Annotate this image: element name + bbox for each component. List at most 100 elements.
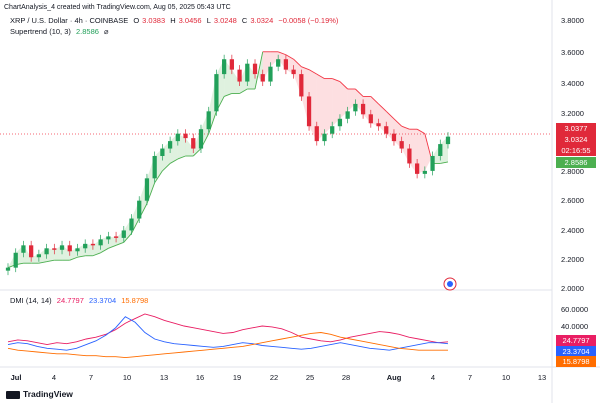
adx-line bbox=[7, 332, 448, 359]
supertrend-segment bbox=[385, 111, 395, 120]
candle-body bbox=[152, 156, 157, 179]
supertrend-band bbox=[332, 78, 340, 127]
candle-body bbox=[90, 243, 96, 246]
y-tick: 3.6000 bbox=[561, 48, 584, 57]
candle-body bbox=[360, 103, 366, 115]
dmi-label: DMI (14, 14) bbox=[10, 296, 52, 305]
candle-body bbox=[276, 59, 281, 67]
symbol-legend[interactable]: XRP / U.S. Dollar · 4h · COINBASE O 3.038… bbox=[10, 16, 341, 25]
supertrend-segment bbox=[316, 73, 325, 79]
candle-body bbox=[306, 96, 312, 127]
close-label: C bbox=[241, 16, 248, 25]
dmi-tag-blue: 23.3704 bbox=[556, 346, 596, 357]
dmi-legend[interactable]: DMI (14, 14) 24.7797 23.3704 15.8798 bbox=[10, 296, 151, 305]
candle-body bbox=[52, 248, 57, 250]
candle-body bbox=[445, 136, 451, 145]
candle-body bbox=[430, 156, 435, 171]
supertrend-segment bbox=[223, 93, 233, 97]
candle-body bbox=[44, 248, 49, 255]
candle-body bbox=[337, 118, 343, 127]
supertrend-segment bbox=[169, 158, 179, 164]
dmi-tag-pink: 24.7797 bbox=[556, 335, 596, 346]
supertrend-segment bbox=[254, 51, 264, 90]
candle-body bbox=[322, 133, 327, 142]
candle-body bbox=[245, 63, 250, 82]
x-tick: 16 bbox=[195, 373, 205, 382]
x-tick: 10 bbox=[501, 373, 511, 382]
candle-body bbox=[291, 69, 296, 75]
price-tag-last: 3.0324 bbox=[556, 134, 596, 145]
y-tick: 2.0000 bbox=[561, 284, 584, 293]
x-tick: 28 bbox=[341, 373, 351, 382]
dmi-minus-value: 23.3704 bbox=[89, 296, 117, 305]
close-value: 3.0324 bbox=[250, 16, 274, 25]
y-tick: 2.2000 bbox=[561, 255, 584, 264]
supertrend-band bbox=[347, 89, 356, 112]
candle-body bbox=[376, 123, 381, 127]
dmi-tag-orange: 15.8798 bbox=[556, 356, 596, 367]
y-tick: 2.4000 bbox=[561, 226, 584, 235]
supertrend-band bbox=[417, 129, 425, 174]
candle-body bbox=[384, 126, 389, 134]
x-tick: 25 bbox=[305, 373, 315, 382]
supertrend-segment bbox=[370, 96, 379, 105]
high-label: H bbox=[170, 16, 176, 25]
x-tick: Aug bbox=[386, 373, 402, 382]
supertrend-segment bbox=[162, 163, 171, 172]
dmi-adx-value: 15.8798 bbox=[121, 296, 149, 305]
candle-body bbox=[129, 218, 134, 231]
candle-body bbox=[144, 178, 150, 201]
supertrend-segment bbox=[339, 81, 348, 90]
x-tick: 7 bbox=[88, 373, 94, 382]
supertrend-label: Supertrend (10, 3) bbox=[10, 27, 71, 36]
price-tag-supertrend: 2.8586 bbox=[556, 157, 596, 168]
candle-body bbox=[160, 148, 165, 156]
open-label: O bbox=[133, 16, 140, 25]
supertrend-value: 2.8586 bbox=[75, 27, 99, 36]
brand-name: TradingView bbox=[23, 389, 73, 399]
candle-body bbox=[83, 243, 88, 249]
supertrend-segment bbox=[301, 66, 310, 71]
candle-body bbox=[191, 138, 196, 149]
dmi-lines bbox=[7, 313, 449, 359]
open-value: 3.0383 bbox=[142, 16, 166, 25]
replay-icon[interactable] bbox=[443, 277, 457, 291]
supertrend-legend[interactable]: Supertrend (10, 3) 2.8586 ⌀ bbox=[10, 27, 112, 36]
candle-body bbox=[106, 236, 111, 240]
candle-body bbox=[183, 133, 188, 139]
low-value: 3.0248 bbox=[213, 16, 237, 25]
supertrend-segment bbox=[100, 247, 109, 254]
candle-body bbox=[314, 126, 319, 142]
supertrend-segment bbox=[123, 233, 132, 243]
candle-body bbox=[59, 245, 65, 250]
candle-body bbox=[13, 252, 18, 268]
slash-icon[interactable]: ⌀ bbox=[104, 27, 109, 36]
chart-byline: ChartAnalysis_4 created with TradingView… bbox=[4, 4, 231, 11]
candle-body bbox=[214, 74, 219, 112]
candle-body bbox=[422, 170, 427, 174]
y-tick: 2.8000 bbox=[561, 167, 584, 176]
candle-body bbox=[299, 74, 304, 97]
dmi-plus-line bbox=[7, 313, 449, 346]
supertrend-segment bbox=[239, 88, 248, 94]
supertrend-segment bbox=[177, 155, 186, 160]
candle-body bbox=[175, 133, 180, 142]
supertrend-line bbox=[7, 51, 449, 269]
candle-body bbox=[21, 245, 26, 253]
x-tick: Jul bbox=[10, 373, 22, 382]
candle-body bbox=[345, 111, 350, 119]
price-tag-high: 3.0377 bbox=[556, 123, 596, 134]
x-tick: 7 bbox=[467, 373, 473, 382]
candle-body bbox=[98, 239, 103, 246]
y-tick: 2.6000 bbox=[561, 196, 584, 205]
supertrend-segment bbox=[355, 88, 364, 97]
supertrend-segment bbox=[69, 256, 78, 261]
supertrend-segment bbox=[46, 259, 55, 263]
candle-body bbox=[399, 141, 404, 149]
tradingview-logo[interactable]: TradingView bbox=[6, 389, 73, 399]
supertrend-band bbox=[424, 133, 433, 171]
supertrend-segment bbox=[278, 51, 287, 56]
supertrend-segment bbox=[38, 261, 47, 264]
candle-body bbox=[268, 66, 273, 82]
